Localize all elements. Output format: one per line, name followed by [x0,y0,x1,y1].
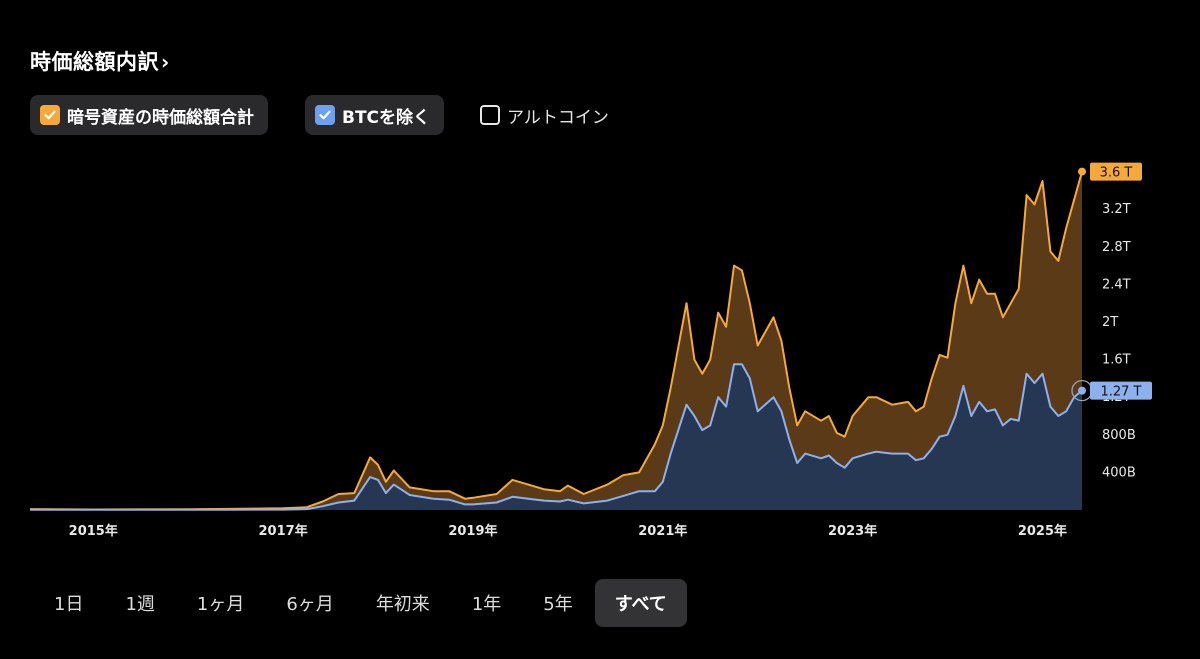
chart-title[interactable]: 時価総額内訳 › [30,46,170,76]
y-tick-label: 2T [1102,315,1118,330]
range-button-3[interactable]: 6ヶ月 [286,594,334,615]
x-tick-label: 2019年 [448,523,497,539]
series-line-0 [29,171,1083,511]
range-button-0[interactable]: 1日 [54,594,84,615]
series-value-tag: 1.27 T [1090,381,1152,400]
series-end-dot [1078,167,1086,176]
series-area-0 [30,171,1082,510]
checkbox-unchecked-icon[interactable] [480,105,500,125]
filter-label: 暗号資産の時価総額合計 [67,107,254,128]
checkbox-checked-icon[interactable] [315,105,335,125]
filter-label: アルトコイン [507,107,609,128]
time-range-selector[interactable]: 1日 1週 1ヶ月 6ヶ月 年初来 1年 5年 すべて [34,579,689,627]
range-button-5[interactable]: 1年 [471,594,502,615]
x-tick-label: 2017年 [259,523,308,539]
y-tick-label: 1.6T [1102,353,1131,368]
x-axis: 2015年 2017年 2019年 2021年 2023年 2025年 [69,523,1067,539]
filter-total-market-cap[interactable]: 暗号資産の時価総額合計 [30,95,268,135]
filter-altcoins[interactable]: アルトコイン [470,95,623,135]
y-tick-label: 400B [1102,465,1136,480]
series-end-dot [1078,386,1086,395]
series-value-label: 3.6 T [1100,166,1133,181]
chevron-right-icon: › [161,50,170,74]
y-tick-label: 800B [1102,428,1136,443]
range-button-7[interactable]: すべて [594,579,687,627]
x-tick-label: 2015年 [69,523,118,539]
series-value-tag: 3.6 T [1090,162,1142,181]
filter-label: BTCを除く [342,107,431,128]
range-button-6[interactable]: 5年 [543,594,573,615]
checkbox-checked-icon[interactable] [40,105,60,125]
y-tick-label: 3.2T [1102,202,1131,217]
x-tick-label: 2021年 [638,523,687,539]
chart-title-text: 時価総額内訳 [30,50,159,74]
series-line-1 [30,363,1083,511]
series-area-1 [30,364,1082,510]
series-value-label: 1.27 T [1100,385,1141,400]
y-tick-label: 2.4T [1102,277,1131,292]
range-button-1[interactable]: 1週 [125,594,155,615]
y-tick-label: 2.8T [1102,240,1131,255]
filter-exclude-btc[interactable]: BTCを除く [305,95,445,135]
x-tick-label: 2023年 [828,523,877,539]
range-button-2[interactable]: 1ヶ月 [196,594,245,615]
x-tick-label: 2025年 [1018,523,1067,539]
range-button-4[interactable]: 年初来 [375,594,430,615]
